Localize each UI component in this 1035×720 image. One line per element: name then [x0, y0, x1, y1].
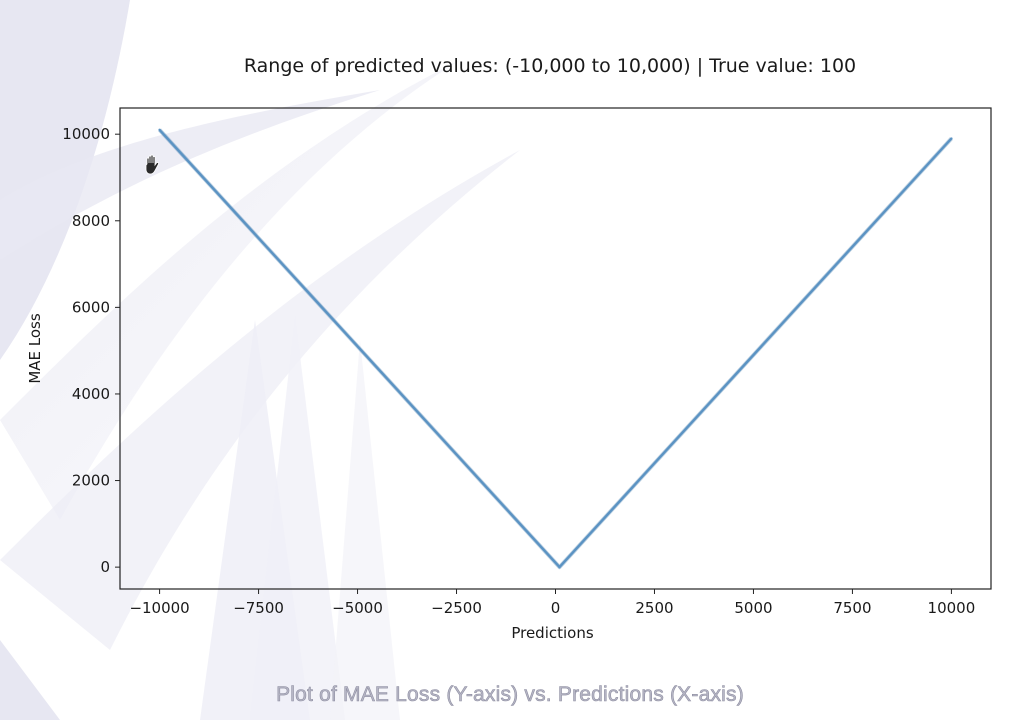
x-tick-label: 7500	[833, 599, 871, 617]
series-vertex	[158, 128, 161, 132]
chart-title: Range of predicted values: (-10,000 to 1…	[244, 55, 856, 77]
x-tick-label: 5000	[734, 599, 772, 617]
series-vertex	[950, 137, 953, 140]
y-axis: 0 2000 4000 6000 8000 10000	[62, 125, 120, 576]
y-tick-label: 8000	[72, 212, 110, 230]
series-line-shadow	[158, 128, 953, 570]
x-axis-label: Predictions	[511, 624, 594, 642]
x-axis: −10000 −7500 −5000 −2500 0 2500 5000 7500 10000	[129, 589, 975, 617]
x-tick-label: −2500	[431, 599, 482, 617]
y-tick-label: 0	[100, 558, 110, 576]
y-tick-label: 2000	[72, 472, 110, 490]
series-vertex	[558, 565, 561, 569]
x-tick-label: −10000	[129, 599, 189, 617]
x-tick-label: 10000	[928, 599, 976, 617]
series-line	[158, 129, 953, 569]
figure-caption: Plot of MAE Loss (Y-axis) vs. Prediction…	[276, 683, 744, 707]
x-tick-label: 0	[551, 599, 561, 617]
plot-frame	[119, 107, 992, 590]
plot-area	[119, 107, 992, 590]
x-tick-label: −5000	[332, 599, 383, 617]
y-tick-label: 10000	[62, 125, 110, 143]
y-tick-label: 4000	[72, 385, 110, 403]
x-tick-label: 2500	[635, 599, 673, 617]
x-tick-label: −7500	[233, 599, 284, 617]
y-axis-label: MAE Loss	[26, 313, 44, 384]
y-tick-label: 6000	[72, 298, 110, 316]
hand-grab-icon	[145, 154, 159, 175]
